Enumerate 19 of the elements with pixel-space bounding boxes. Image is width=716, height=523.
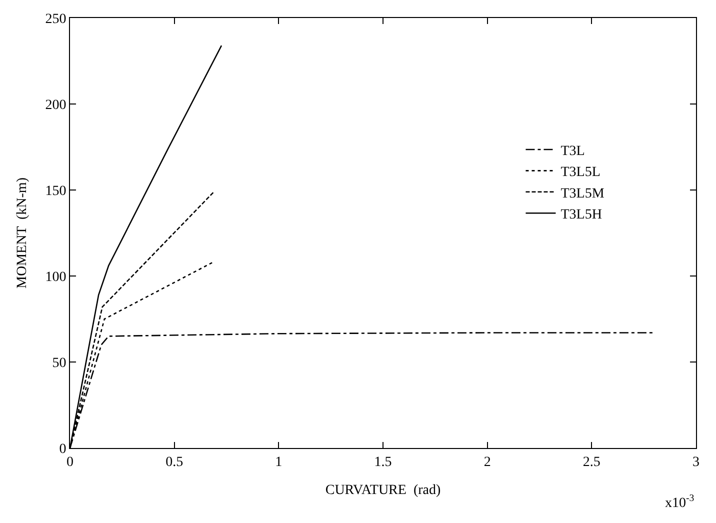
x-tick-label: 3 — [692, 454, 700, 470]
legend-label: T3L5L — [560, 165, 600, 180]
y-tick-label: 0 — [59, 442, 66, 457]
y-tick-label: 200 — [45, 98, 66, 113]
legend-label: T3L — [560, 144, 585, 159]
text: x10$^{-3}$ — [665, 493, 694, 511]
y-tick-label: 100 — [45, 270, 66, 285]
y-axis-title: MOMENT (kN-m) — [14, 177, 30, 288]
x-tick-label: 2.5 — [582, 454, 600, 470]
legend-label: T3L5H — [560, 208, 602, 223]
x-axis-title: CURVATURE (rad) — [325, 483, 441, 498]
legend-label: T3L5M — [560, 186, 605, 202]
x-tick-label: 1 — [275, 454, 282, 470]
x-tick-label: 0.5 — [166, 454, 184, 470]
y-tick-label: 150 — [45, 184, 66, 199]
x-tick-label: 2 — [484, 454, 491, 470]
y-tick-label: 50 — [52, 356, 66, 371]
x-tick-label: 1.5 — [374, 454, 392, 470]
y-tick-label: 250 — [45, 12, 66, 27]
